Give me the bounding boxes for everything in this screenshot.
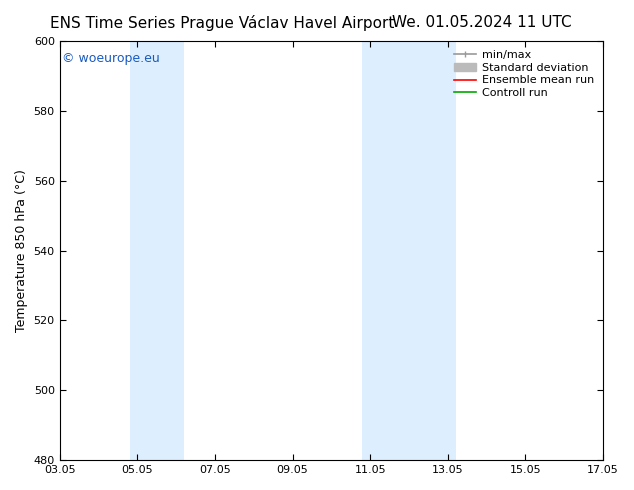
- Bar: [129, 41, 184, 460]
- Legend: min/max, Standard deviation, Ensemble mean run, Controll run: min/max, Standard deviation, Ensemble me…: [451, 47, 598, 101]
- Y-axis label: Temperature 850 hPa (°C): Temperature 850 hPa (°C): [15, 169, 28, 332]
- Bar: [363, 41, 456, 460]
- Text: ENS Time Series Prague Václav Havel Airport: ENS Time Series Prague Václav Havel Airp…: [49, 15, 394, 31]
- Text: We. 01.05.2024 11 UTC: We. 01.05.2024 11 UTC: [392, 15, 572, 30]
- Text: © woeurope.eu: © woeurope.eu: [62, 51, 160, 65]
